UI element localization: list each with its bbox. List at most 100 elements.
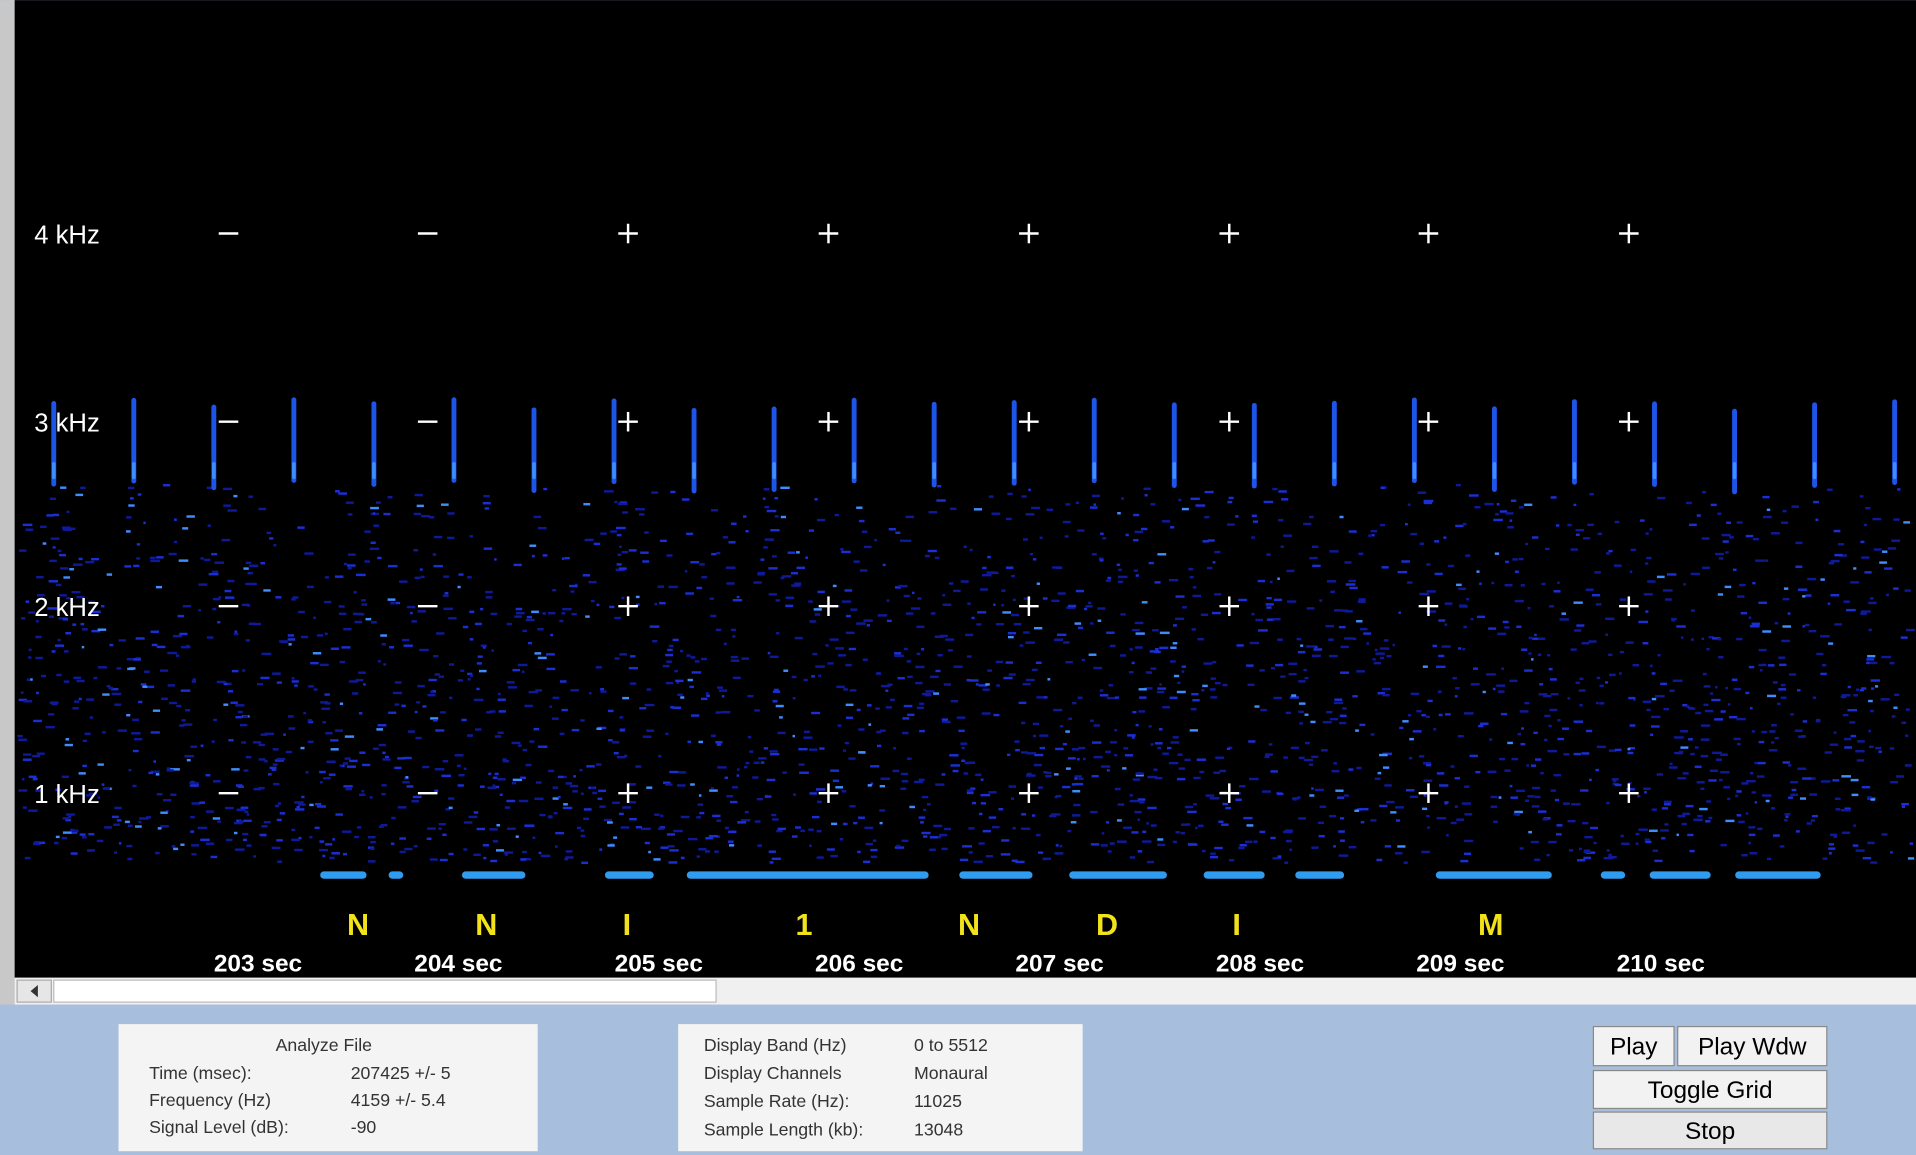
noise-dot [717,686,723,688]
noise-dot [1870,597,1874,599]
noise-dot [1303,523,1311,525]
noise-dot [1781,684,1786,686]
noise-dot [1628,752,1634,754]
noise-dot [752,776,758,778]
noise-dot [1609,674,1615,676]
noise-dot [1083,758,1086,760]
noise-dot [1528,831,1532,833]
noise-dot [777,732,785,734]
button-label[interactable]: Play [1610,1034,1658,1061]
noise-dot [818,675,821,677]
noise-dot [253,741,261,743]
noise-dot [1809,630,1817,632]
noise-dot [793,793,796,795]
noise-dot [1240,844,1247,846]
noise-dot [335,813,342,815]
noise-dot [817,801,822,803]
noise-dot [1310,721,1315,723]
noise-dot [782,771,786,773]
noise-dot [630,682,636,684]
noise-dot [658,828,664,830]
noise-dot [900,788,906,790]
noise-dot [577,827,581,829]
noise-dot [1021,828,1030,830]
noise-dot [629,801,636,803]
noise-dot [1584,836,1592,838]
noise-dot [523,630,527,632]
noise-dot [1693,819,1703,821]
noise-dot [206,810,214,812]
noise-dot [1092,495,1100,497]
noise-dot [394,767,401,769]
noise-dot [680,696,684,698]
noise-dot [1253,520,1258,522]
noise-dot [680,650,683,652]
noise-dot [427,838,432,840]
noise-dot [1184,759,1190,761]
noise-dot [401,705,405,707]
noise-dot [712,815,720,817]
noise-dot [1498,690,1505,692]
noise-dot [1330,591,1335,593]
noise-dot [1327,580,1336,582]
noise-dot [319,840,324,842]
noise-dot [1335,790,1343,792]
button-label[interactable]: Play Wdw [1698,1034,1807,1061]
noise-dot [1700,788,1704,790]
noise-dot [1754,762,1758,764]
noise-dot [958,730,964,732]
button-label[interactable]: Toggle Grid [1648,1077,1773,1104]
noise-dot [898,585,907,587]
noise-dot [621,597,624,599]
field-label: Time (msec): [149,1063,252,1083]
noise-dot [184,755,194,757]
noise-dot [1219,770,1226,772]
noise-dot [1882,550,1887,552]
noise-dot [234,832,237,834]
noise-dot [1586,730,1592,732]
noise-dot [1736,638,1742,640]
noise-dot [1147,861,1154,863]
noise-dot [1065,535,1069,537]
noise-dot [1115,788,1121,790]
noise-dot [1802,625,1804,627]
noise-dot [977,611,986,613]
noise-dot [1311,557,1318,559]
noise-dot [1680,730,1688,732]
button-label: Stop [1685,1118,1735,1145]
noise-dot [181,719,185,721]
noise-dot [953,665,962,667]
noise-dot [564,557,569,559]
noise-dot [1319,599,1322,601]
noise-dot [1154,581,1160,583]
noise-dot [843,688,848,690]
noise-dot [1137,772,1141,774]
noise-dot [104,826,112,828]
noise-dot [55,644,64,646]
noise-dot [1167,747,1172,749]
noise-dot [411,620,416,622]
noise-dot [927,803,931,805]
noise-dot [35,657,42,659]
noise-dot [848,757,855,759]
scroll-thumb[interactable] [54,980,716,1002]
noise-dot [1062,786,1070,788]
pulse-core [1653,462,1657,479]
noise-dot [619,813,624,815]
noise-dot [1026,679,1035,681]
noise-dot [919,730,925,732]
noise-dot [967,792,974,794]
noise-dot [1587,524,1594,526]
noise-dot [1775,622,1779,624]
noise-dot [246,562,251,564]
noise-dot [1504,626,1509,628]
noise-dot [179,724,184,726]
noise-dot [1170,741,1179,743]
noise-dot [581,793,584,795]
noise-dot [414,513,421,515]
noise-dot [1123,827,1132,829]
noise-dot [1090,720,1094,722]
noise-dot [169,702,177,704]
noise-dot [773,700,778,702]
noise-dot [506,800,515,802]
